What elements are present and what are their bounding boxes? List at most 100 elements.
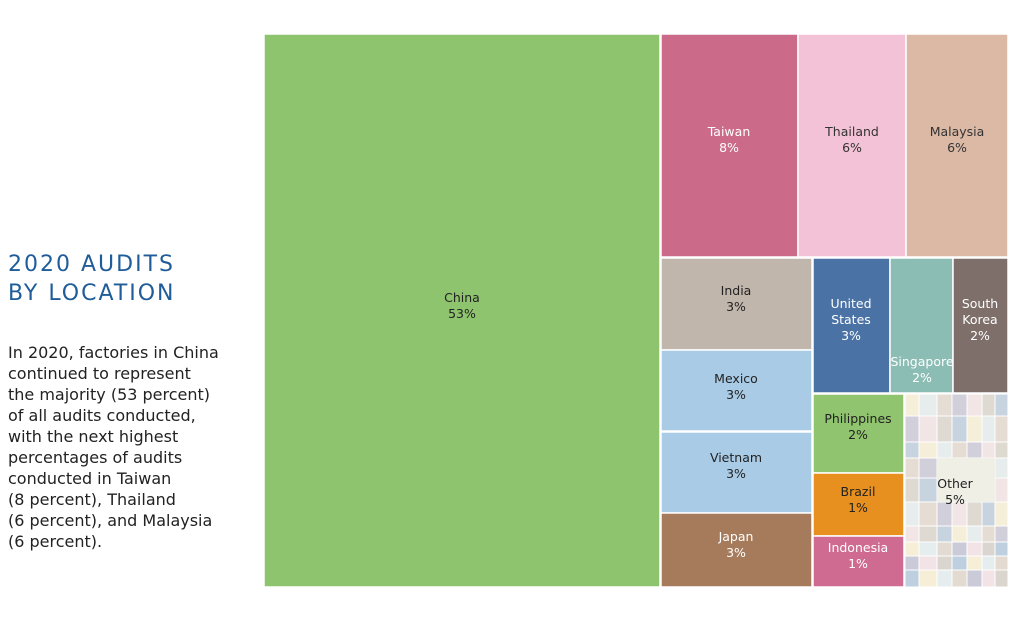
description-line: (6 percent). [8,532,103,551]
label-united-states: States [831,312,871,327]
tile-philippines [812,393,905,474]
other-subtile [951,393,968,417]
tile-thailand [797,33,907,258]
label-china: 53% [448,306,476,321]
label-other: 5% [945,492,965,507]
other-subtile [918,541,938,557]
section-title-line-2: BY LOCATION [8,281,176,306]
other-subtile [981,415,996,443]
other-subtile [981,393,996,417]
tile-japan [660,512,813,588]
label-vietnam: 3% [726,466,746,481]
label-malaysia: Malaysia [930,124,985,139]
other-subtile [981,501,996,527]
other-subtile [918,501,938,527]
other-subtile [966,555,983,571]
other-subtile [994,501,1009,527]
label-mexico: 3% [726,387,746,402]
other-subtile [918,477,938,503]
other-subtile [918,393,938,417]
other-subtile [981,569,996,588]
label-taiwan: Taiwan [707,124,751,139]
other-subtile [966,441,983,459]
other-subtile [966,525,983,543]
tile-mexico [660,349,813,432]
other-subtile [936,541,953,557]
other-subtile [918,457,938,479]
section-title-line-1: 2020 AUDITS [8,252,175,277]
label-singapore: Singapore [890,354,953,369]
other-subtile [904,501,920,527]
other-subtile [918,569,938,588]
label-singapore: 2% [912,370,932,385]
tile-united-states [812,257,891,394]
treemap-labels: China53%Taiwan8%Thailand6%Malaysia6%Indi… [444,124,998,571]
other-subtile [936,569,953,588]
other-subtile [904,555,920,571]
other-subtile [951,569,968,588]
other-subtile [981,555,996,571]
other-subtile [951,415,968,443]
tile-india [660,257,813,351]
label-japan: Japan [718,529,754,544]
other-subtile [951,441,968,459]
label-taiwan: 8% [719,140,739,155]
description-line: continued to represent [8,364,191,383]
label-vietnam: Vietnam [710,450,762,465]
other-subtile [994,457,1009,479]
other-subtile [981,541,996,557]
other-subtile [951,555,968,571]
other-subtile [936,441,953,459]
label-other: Other [937,476,973,491]
other-subtile [966,501,983,527]
other-subtile [966,569,983,588]
other-subtile [966,393,983,417]
other-subtile [994,415,1009,443]
other-subtile [904,415,920,443]
other-subtile [951,525,968,543]
other-subtile [904,569,920,588]
tile-indonesia [812,535,905,588]
label-japan: 3% [726,545,746,560]
other-subtile [966,541,983,557]
description-line: conducted in Taiwan [8,469,172,488]
other-subtile [981,441,996,459]
other-subtiles [904,393,1009,588]
tile-china [263,33,661,588]
label-united-states: 3% [841,328,861,343]
other-subtile [904,393,920,417]
other-subtile [918,555,938,571]
description-line: (8 percent), Thailand [8,490,176,509]
other-subtile [994,441,1009,459]
other-subtile [936,525,953,543]
label-thailand: 6% [842,140,862,155]
tile-south-korea [952,257,1009,394]
label-indonesia: 1% [848,556,868,571]
section-title: 2020 AUDITS BY LOCATION [8,250,248,308]
other-subtile [951,541,968,557]
label-china: China [444,290,480,305]
label-malaysia: 6% [947,140,967,155]
other-subtile [994,393,1009,417]
other-subtile [994,569,1009,588]
description-line: of all audits conducted, [8,406,196,425]
description-paragraph: In 2020, factories in China continued to… [8,342,248,552]
other-subtile [994,555,1009,571]
description-line: the majority (53 percent) [8,385,211,404]
label-mexico: Mexico [714,371,758,386]
other-label-backdrop [937,458,995,502]
description-line: with the next highest [8,427,179,446]
other-subtile [936,393,953,417]
label-brazil: 1% [848,500,868,515]
label-south-korea: Korea [962,312,997,327]
other-subtile [936,555,953,571]
other-subtile [994,541,1009,557]
other-subtile [966,415,983,443]
other-subtile [994,477,1009,503]
other-subtile [904,441,920,459]
other-subtile [918,525,938,543]
other-subtile [904,457,920,479]
label-south-korea: South [962,296,998,311]
label-brazil: Brazil [841,484,876,499]
